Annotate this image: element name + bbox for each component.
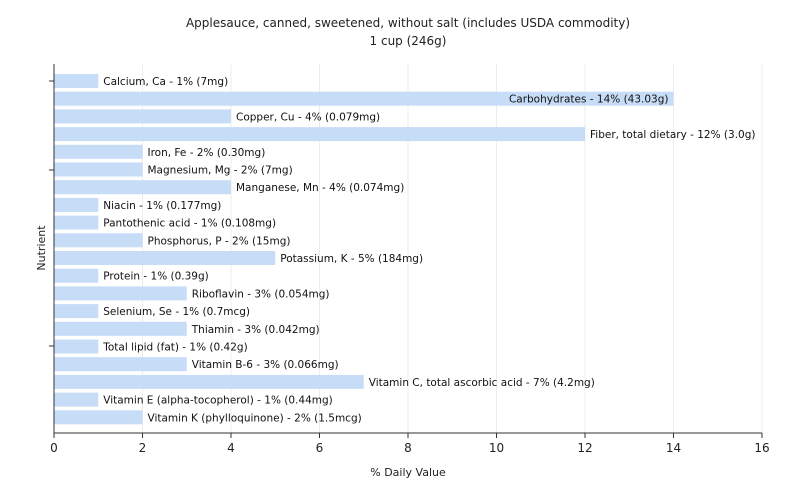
bar-label-1: Carbohydrates - 14% (43.03g) bbox=[509, 94, 669, 106]
x-tick-label: 10 bbox=[489, 441, 504, 455]
x-tick-label: 2 bbox=[139, 441, 147, 455]
x-tick-label: 8 bbox=[404, 441, 412, 455]
bar-18 bbox=[54, 392, 99, 407]
gridlines bbox=[142, 64, 763, 433]
x-axis-ticks: 0 2 4 6 8 10 12 14 16 bbox=[49, 80, 770, 455]
bar-label-10: Potassium, K - 5% (184mg) bbox=[280, 253, 423, 265]
bar-label-6: Manganese, Mn - 4% (0.074mg) bbox=[236, 182, 404, 194]
bar-label-4: Iron, Fe - 2% (0.30mg) bbox=[148, 147, 266, 159]
bar-6 bbox=[54, 180, 231, 195]
bar-11 bbox=[54, 268, 99, 283]
x-axis-title: % Daily Value bbox=[370, 466, 446, 479]
x-tick-label: 4 bbox=[227, 441, 235, 455]
bar-label-17: Vitamin C, total ascorbic acid - 7% (4.2… bbox=[369, 377, 595, 389]
y-axis-title: Nutrient bbox=[35, 225, 48, 271]
bar-label-18: Vitamin E (alpha-tocopherol) - 1% (0.44m… bbox=[103, 395, 333, 407]
bar-label-8: Pantothenic acid - 1% (0.108mg) bbox=[103, 218, 276, 230]
bar-1 bbox=[54, 91, 674, 106]
chart-subtitle: 1 cup (246g) bbox=[370, 34, 447, 48]
bar-7 bbox=[54, 197, 99, 212]
bar-12 bbox=[54, 286, 187, 301]
bar-label-7: Niacin - 1% (0.177mg) bbox=[103, 200, 221, 212]
bar-label-5: Magnesium, Mg - 2% (7mg) bbox=[148, 165, 293, 177]
bar-15 bbox=[54, 339, 99, 354]
bar-9 bbox=[54, 233, 143, 248]
bar-label-19: Vitamin K (phylloquinone) - 2% (1.5mcg) bbox=[148, 412, 362, 424]
bar-2 bbox=[54, 109, 231, 124]
bar-label-3: Fiber, total dietary - 12% (3.0g) bbox=[590, 129, 755, 141]
bar-label-15: Total lipid (fat) - 1% (0.42g) bbox=[102, 342, 247, 354]
x-tick-label: 6 bbox=[316, 441, 324, 455]
bar-label-9: Phosphorus, P - 2% (15mg) bbox=[148, 235, 291, 247]
bar-3 bbox=[54, 127, 585, 142]
bar-label-13: Selenium, Se - 1% (0.7mcg) bbox=[103, 306, 250, 318]
bar-label-12: Riboflavin - 3% (0.054mg) bbox=[192, 288, 330, 300]
bar-19 bbox=[54, 410, 143, 425]
chart-title: Applesauce, canned, sweetened, without s… bbox=[186, 16, 630, 30]
bar-8 bbox=[54, 215, 99, 230]
bar-label-2: Copper, Cu - 4% (0.079mg) bbox=[236, 111, 380, 123]
bar-label-11: Protein - 1% (0.39g) bbox=[103, 271, 209, 283]
bar-label-16: Vitamin B-6 - 3% (0.066mg) bbox=[192, 359, 339, 371]
bar-label-0: Calcium, Ca - 1% (7mg) bbox=[103, 76, 228, 88]
bar-label-14: Thiamin - 3% (0.042mg) bbox=[191, 324, 320, 336]
bars: Calcium, Ca - 1% (7mg) Carbohydrates - 14… bbox=[54, 74, 755, 425]
bar-4 bbox=[54, 144, 143, 159]
bar-10 bbox=[54, 251, 276, 265]
bar-5 bbox=[54, 162, 143, 177]
x-tick-label: 16 bbox=[754, 441, 769, 455]
bar-13 bbox=[54, 304, 99, 319]
bar-0 bbox=[54, 74, 99, 88]
bar-17 bbox=[54, 374, 364, 389]
x-tick-label: 14 bbox=[666, 441, 681, 455]
x-tick-label: 12 bbox=[577, 441, 592, 455]
x-tick-label: 0 bbox=[50, 441, 58, 455]
bar-14 bbox=[54, 321, 187, 336]
bar-16 bbox=[54, 357, 187, 372]
